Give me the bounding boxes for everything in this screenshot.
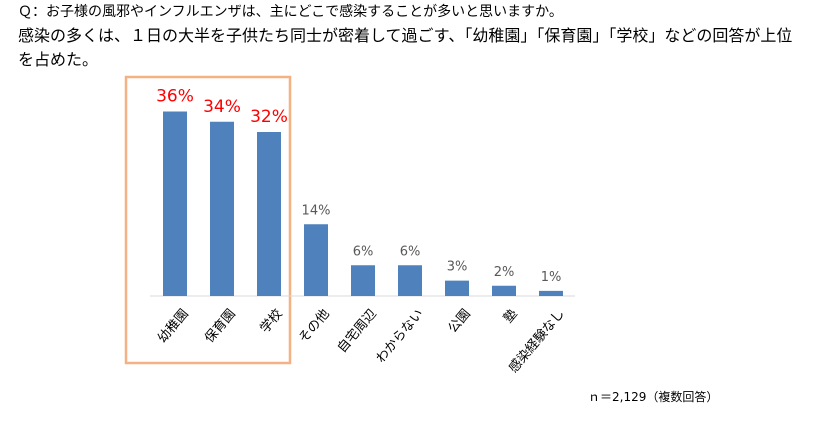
category-label-7: 公園 xyxy=(446,307,474,337)
lead-text: 感染の多くは、１日の大半を子供たち同士が密着して過ごす、「幼稚園」「保育園」「学… xyxy=(18,26,793,69)
bar-9 xyxy=(539,290,563,296)
bar-5 xyxy=(351,265,375,296)
category-label-1: 幼稚園 xyxy=(155,307,192,347)
value-label-6: 6% xyxy=(400,244,421,259)
value-label-7: 3% xyxy=(447,260,468,275)
bar-7 xyxy=(445,280,469,296)
value-label-9: 1% xyxy=(541,270,562,285)
category-label-5: 自宅周辺 xyxy=(335,307,380,356)
category-label-3: 学校 xyxy=(257,306,286,336)
sample-size-note: ｎ＝2,129（複数回答） xyxy=(588,390,719,404)
bar-8 xyxy=(492,285,516,296)
value-label-1: 36% xyxy=(156,87,194,107)
value-label-5: 6% xyxy=(353,244,374,259)
bar-4 xyxy=(304,224,328,296)
category-label-2: 保育園 xyxy=(201,306,238,346)
bar-6 xyxy=(398,265,422,296)
bar-1 xyxy=(163,111,187,296)
value-label-3: 32% xyxy=(250,107,288,127)
bar-3 xyxy=(257,132,281,296)
category-label-4: その他 xyxy=(296,307,333,347)
category-label-8: 塾 xyxy=(500,306,521,326)
highlight-box xyxy=(124,75,292,365)
value-label-2: 34% xyxy=(203,97,241,117)
question-text: Ｑ：お子様の風邪やインフルエンザは、主にどこで感染することが多いと思いますか。 xyxy=(18,4,563,20)
value-label-4: 14% xyxy=(302,203,331,218)
category-label-6: わからない xyxy=(374,307,427,366)
value-label-8: 2% xyxy=(494,265,515,280)
bar-2 xyxy=(210,121,234,296)
